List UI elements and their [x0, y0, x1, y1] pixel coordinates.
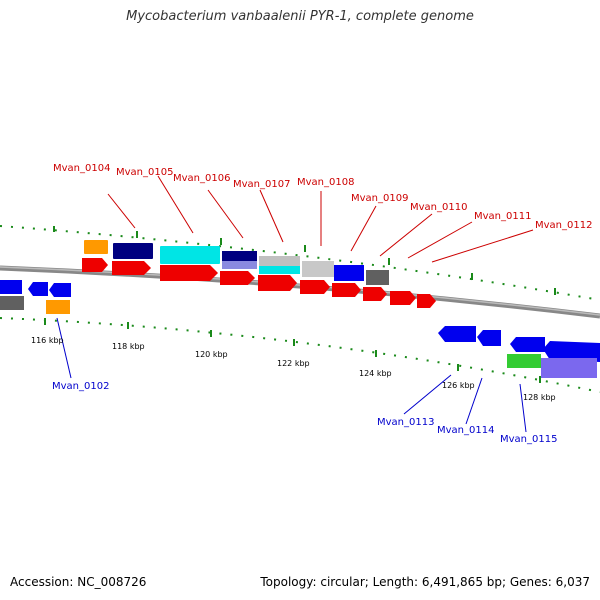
- map-title: Mycobacterium vanbaalenii PYR-1, complet…: [126, 9, 474, 24]
- scale-label: 118 kbp: [112, 342, 145, 351]
- gene-feature: [46, 300, 70, 314]
- gene-feature: [0, 296, 24, 310]
- bottom-leader-lines: [56, 317, 527, 433]
- gene-arrow: [82, 258, 108, 272]
- top-leader-lines: [107, 175, 534, 263]
- gene-arrow: [390, 291, 416, 305]
- gene-feature: [302, 261, 334, 277]
- gene-label: Mvan_0115: [500, 434, 557, 445]
- gene-label: Mvan_0111: [474, 211, 531, 222]
- gene-arrow: [438, 326, 476, 342]
- gene-feature: [160, 246, 220, 264]
- gene-arrow: [160, 265, 218, 281]
- gene-label: Mvan_0108: [297, 177, 354, 188]
- gene-arrow: [28, 282, 48, 296]
- gene-label: Mvan_0109: [351, 193, 408, 204]
- gene-feature: [334, 265, 364, 281]
- gene-label: Mvan_0105: [116, 167, 173, 178]
- gene-label: Mvan_0107: [233, 179, 290, 190]
- gene-feature: [222, 251, 257, 261]
- scale-label: 124 kbp: [359, 369, 392, 378]
- gene-feature: [541, 358, 597, 378]
- scale-label: 120 kbp: [195, 350, 228, 359]
- reverse-strand-genes: [0, 280, 600, 378]
- gene-label: Mvan_0102: [52, 381, 109, 392]
- gene-arrow: [258, 275, 297, 291]
- top-gene-labels: Mvan_0104 Mvan_0105 Mvan_0106 Mvan_0107 …: [53, 163, 592, 231]
- scale-label: 116 kbp: [31, 336, 64, 345]
- gene-label: Mvan_0114: [437, 425, 494, 436]
- gene-arrow: [543, 341, 600, 362]
- gene-feature: [113, 243, 153, 259]
- gene-label: Mvan_0106: [173, 173, 230, 184]
- gene-feature: [259, 256, 300, 266]
- gene-arrow: [300, 280, 330, 294]
- gene-feature: [507, 354, 541, 368]
- gene-arrow: [363, 287, 387, 301]
- gene-label: Mvan_0113: [377, 417, 434, 428]
- gene-arrow: [0, 280, 22, 294]
- gene-arrow: [417, 294, 436, 308]
- gene-label: Mvan_0112: [535, 220, 592, 231]
- outer-major-ticks: [53, 226, 556, 295]
- scale-label: 126 kbp: [442, 381, 475, 390]
- gene-arrow: [112, 261, 151, 275]
- gene-label: Mvan_0104: [53, 163, 110, 174]
- scale-labels: 116 kbp 118 kbp 120 kbp 122 kbp 124 kbp …: [31, 336, 556, 402]
- gene-feature: [84, 240, 108, 254]
- genome-stats-text: Topology: circular; Length: 6,491,865 bp…: [260, 575, 590, 589]
- gene-arrow: [49, 283, 71, 297]
- gene-feature: [222, 261, 257, 269]
- gene-feature: [366, 270, 389, 285]
- forward-strand-genes: [82, 240, 436, 308]
- bottom-gene-labels: Mvan_0102 Mvan_0113 Mvan_0114 Mvan_0115: [52, 381, 557, 445]
- inner-major-ticks: [44, 318, 541, 383]
- gene-arrow: [477, 330, 501, 346]
- accession-text: Accession: NC_008726: [10, 575, 147, 589]
- gene-feature: [259, 266, 300, 274]
- scale-label: 128 kbp: [523, 393, 556, 402]
- gene-arrow: [332, 283, 361, 297]
- scale-label: 122 kbp: [277, 359, 310, 368]
- gene-arrow: [220, 271, 255, 285]
- gene-label: Mvan_0110: [410, 202, 467, 213]
- gene-arrow: [510, 337, 545, 352]
